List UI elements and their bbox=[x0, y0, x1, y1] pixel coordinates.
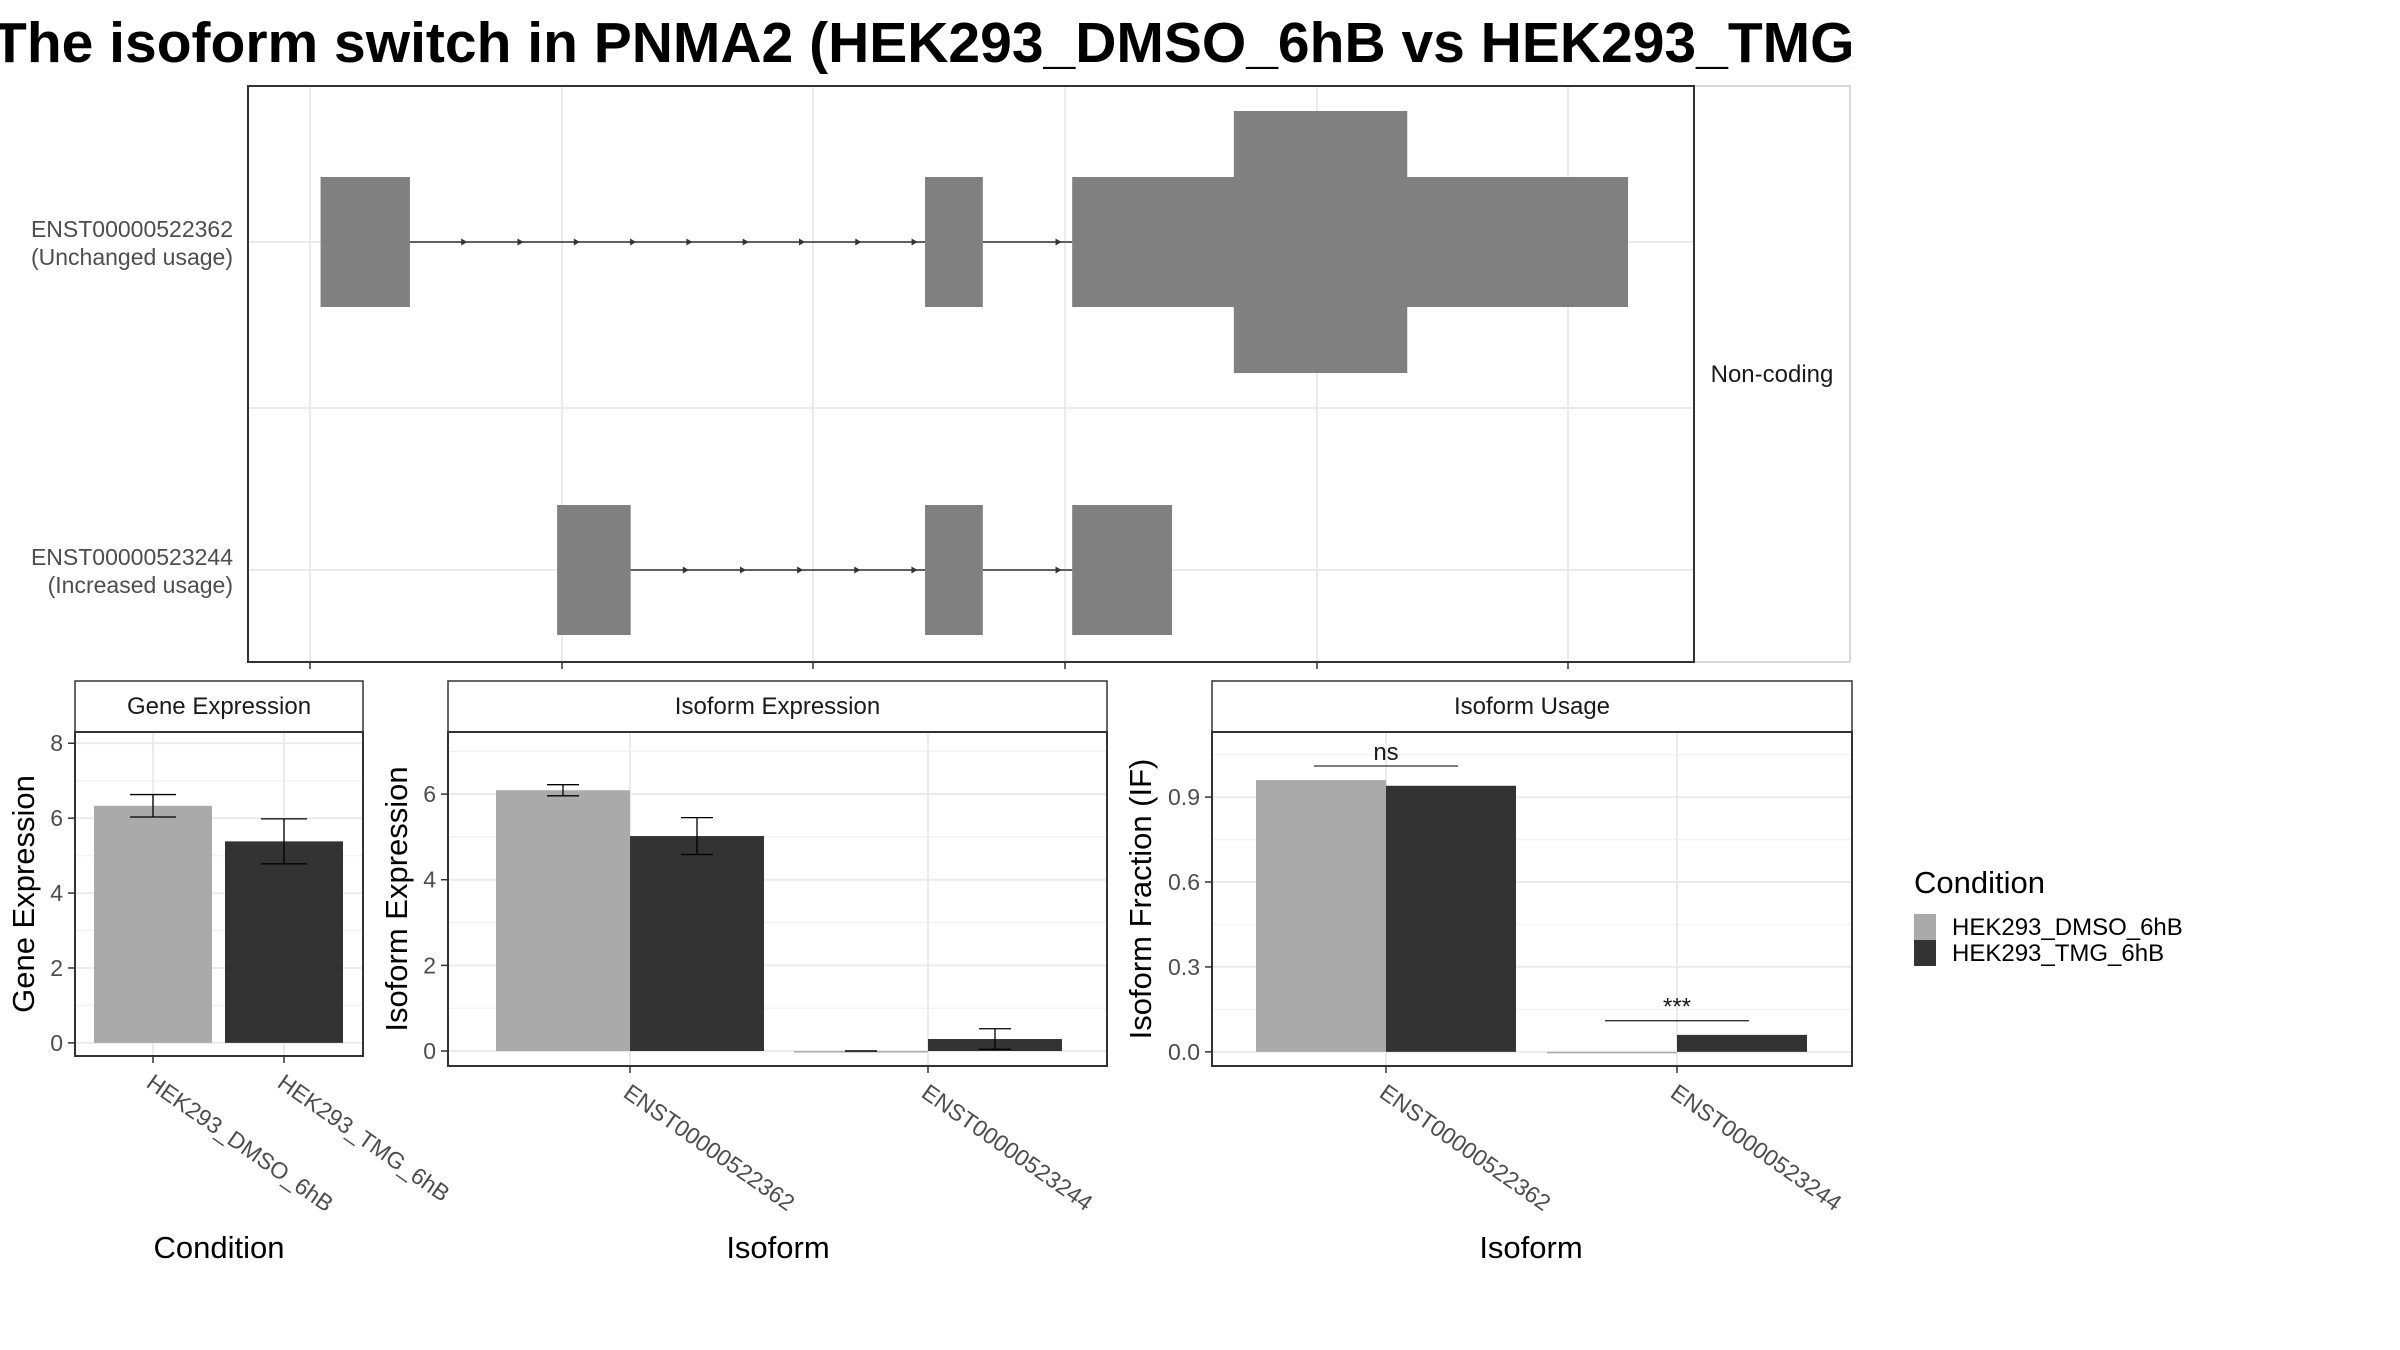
transcript-structure-panel: Non-coding ENST00000522362(Unchanged usag… bbox=[31, 85, 1851, 669]
y-tick-label: 0 bbox=[50, 1030, 63, 1056]
bar bbox=[630, 836, 764, 1052]
intron-arrow bbox=[798, 238, 805, 246]
bar bbox=[794, 1051, 928, 1053]
transcript-usage-label: (Increased usage) bbox=[48, 572, 233, 598]
y-axis-title: Isoform Fraction (IF) bbox=[1123, 759, 1158, 1040]
page-title: The isoform switch in PNMA2 (HEK293_DMSO… bbox=[0, 11, 1854, 75]
x-tick-label: ENST00000523244 bbox=[1666, 1079, 1847, 1216]
y-tick-label: 4 bbox=[423, 867, 436, 893]
panel-border bbox=[1211, 731, 1853, 1067]
intron-arrow bbox=[1055, 566, 1062, 574]
structure-panel-border bbox=[247, 85, 1695, 663]
y-tick-label: 0.3 bbox=[1168, 954, 1200, 980]
intron-arrow bbox=[854, 566, 861, 574]
exon bbox=[925, 177, 983, 307]
intron-arrow bbox=[517, 238, 524, 246]
intron-arrow bbox=[686, 238, 693, 246]
bar bbox=[1677, 1034, 1807, 1052]
panel-strip bbox=[1211, 680, 1853, 733]
intron-arrow bbox=[1055, 238, 1062, 246]
bar bbox=[1386, 785, 1516, 1052]
bar bbox=[1256, 780, 1386, 1052]
bar bbox=[94, 805, 212, 1043]
legend-swatch bbox=[1914, 914, 1936, 940]
exon bbox=[925, 505, 983, 635]
intron-arrow bbox=[855, 238, 862, 246]
panel-strip-label: Isoform Usage bbox=[1454, 693, 1610, 720]
intron-arrow bbox=[573, 238, 580, 246]
intron-arrow bbox=[630, 238, 637, 246]
intron-arrow bbox=[461, 238, 468, 246]
significance-label: *** bbox=[1663, 994, 1691, 1021]
x-tick-label: ENST00000522362 bbox=[1375, 1079, 1555, 1216]
x-axis-title: Isoform bbox=[726, 1230, 829, 1265]
bar-panel-2: Isoform Expression 0 2 4 6 ENST00000522362 ENS… bbox=[379, 680, 1108, 1265]
transcript-id-label: ENST00000523244 bbox=[31, 544, 233, 570]
legend-label: HEK293_TMG_6hB bbox=[1952, 940, 2164, 967]
panel-strip-label: Gene Expression bbox=[127, 693, 311, 720]
intron-arrow bbox=[742, 238, 749, 246]
y-tick-label: 0 bbox=[423, 1038, 436, 1064]
intron-arrow bbox=[682, 566, 689, 574]
exon bbox=[320, 177, 410, 307]
legend-title: Condition bbox=[1914, 865, 2045, 900]
intron-arrow bbox=[797, 566, 804, 574]
facet-strip bbox=[1693, 85, 1851, 663]
exon bbox=[557, 505, 631, 635]
y-tick-label: 0.9 bbox=[1168, 784, 1200, 810]
significance-label: ns bbox=[1373, 739, 1398, 766]
bar bbox=[496, 790, 630, 1052]
y-tick-label: 4 bbox=[50, 880, 63, 906]
legend-label: HEK293_DMSO_6hB bbox=[1952, 914, 2183, 941]
intron-arrow bbox=[911, 566, 918, 574]
facet-strip-label: Non-coding bbox=[1711, 361, 1834, 388]
panel-strip bbox=[447, 680, 1108, 733]
panel-border bbox=[447, 731, 1108, 1067]
x-axis-title: Condition bbox=[154, 1230, 285, 1265]
y-tick-label: 0.0 bbox=[1168, 1039, 1200, 1065]
intron-arrow bbox=[911, 238, 918, 246]
expression-bar-panels: Gene Expression02468HEK293_DMSO_6hBHEK29… bbox=[6, 680, 1853, 1265]
exon-cds bbox=[1233, 111, 1408, 373]
panel-strip bbox=[74, 680, 364, 733]
bar bbox=[225, 841, 343, 1043]
legend-swatch bbox=[1914, 940, 1936, 966]
x-axis-title: Isoform bbox=[1479, 1230, 1582, 1265]
y-tick-label: 2 bbox=[423, 952, 436, 978]
y-tick-label: 6 bbox=[423, 781, 436, 807]
y-tick-label: 8 bbox=[50, 730, 63, 756]
panel-border bbox=[74, 731, 364, 1057]
bar-panel-3: Isoform Usage ns *** 0.0 0.3 0.6 0.9 ENST000005… bbox=[1123, 680, 1853, 1265]
exon bbox=[1072, 505, 1173, 635]
y-tick-label: 2 bbox=[50, 955, 63, 981]
intron-arrow bbox=[739, 566, 746, 574]
y-tick-label: 6 bbox=[50, 805, 63, 831]
bar bbox=[1547, 1051, 1677, 1054]
x-tick-label: ENST00000522362 bbox=[619, 1079, 799, 1216]
transcript-id-label: ENST00000522362 bbox=[31, 216, 233, 242]
y-axis-title: Gene Expression bbox=[6, 775, 41, 1013]
panel-strip-label: Isoform Expression bbox=[675, 693, 880, 720]
y-axis-title: Isoform Expression bbox=[379, 766, 414, 1031]
x-tick-label: ENST00000523244 bbox=[917, 1079, 1098, 1216]
transcript-usage-label: (Unchanged usage) bbox=[31, 244, 233, 270]
y-tick-label: 0.6 bbox=[1168, 869, 1200, 895]
